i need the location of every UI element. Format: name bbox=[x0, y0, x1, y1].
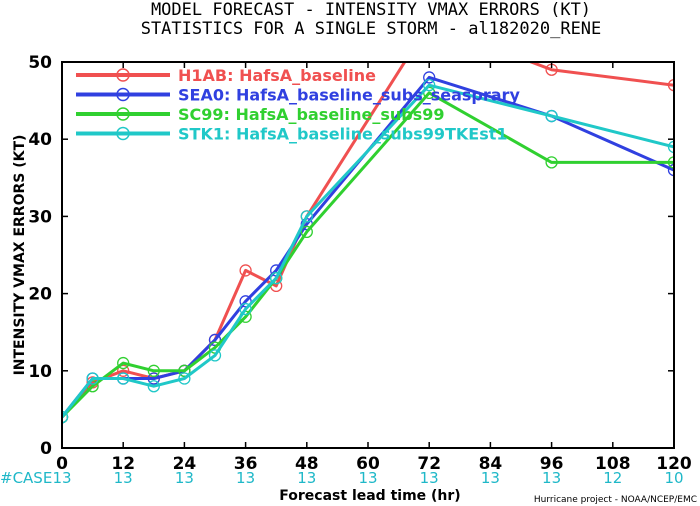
case-count: 13 bbox=[481, 469, 500, 487]
case-count: 13 bbox=[420, 469, 439, 487]
data-point bbox=[147, 372, 160, 385]
legend-swatch-marker bbox=[116, 126, 130, 141]
chart-subtitle: STATISTICS FOR A SINGLE STORM - al182020… bbox=[141, 19, 602, 39]
y-tick-label: 50 bbox=[28, 53, 52, 73]
credit-text: Hurricane project - NOAA/NCEP/EMC bbox=[534, 495, 697, 505]
data-point bbox=[423, 79, 436, 92]
x-tick-label: 60 bbox=[356, 454, 380, 474]
x-tick-label: 108 bbox=[595, 454, 631, 474]
legend-swatch-marker bbox=[116, 68, 130, 82]
x-tick-label: 24 bbox=[173, 454, 197, 474]
x-tick-label: 120 bbox=[656, 454, 692, 474]
data-point bbox=[545, 109, 558, 123]
data-point bbox=[117, 356, 130, 370]
case-count: 13 bbox=[236, 469, 255, 487]
case-count: 13 bbox=[175, 469, 194, 487]
legend-swatch-marker bbox=[116, 107, 130, 121]
data-point bbox=[208, 349, 222, 362]
legend-swatch-marker bbox=[116, 87, 130, 102]
data-point bbox=[147, 380, 160, 393]
case-count: 13 bbox=[542, 469, 561, 487]
data-point bbox=[239, 295, 252, 308]
legend-label: SEA0: HafsA_baseline_subs_seasprary bbox=[178, 86, 520, 105]
case-count: 13 bbox=[358, 469, 377, 487]
data-point bbox=[545, 156, 558, 169]
data-point bbox=[667, 156, 674, 169]
case-count: 12 bbox=[603, 469, 622, 487]
y-tick-label: 30 bbox=[28, 207, 52, 227]
x-tick-label: 0 bbox=[56, 454, 68, 474]
y-tick-label: 20 bbox=[28, 285, 52, 305]
case-count: 13 bbox=[52, 469, 71, 487]
legend-label: H1AB: HafsA_baseline bbox=[178, 66, 376, 85]
x-tick-label: 72 bbox=[417, 454, 441, 474]
legend-label: SC99: HafsA_baseline_subs99 bbox=[178, 105, 445, 124]
x-tick-label: 48 bbox=[295, 454, 319, 474]
data-point bbox=[62, 410, 69, 424]
y-tick-label: 10 bbox=[28, 362, 52, 382]
y-tick-label: 40 bbox=[28, 130, 52, 150]
x-axis-label: Forecast lead time (hr) bbox=[279, 488, 460, 504]
case-label: #CASE bbox=[0, 469, 52, 487]
case-count: 10 bbox=[664, 469, 683, 487]
data-point bbox=[423, 71, 436, 84]
case-counts: 13 13 13 13 13 13 13 13 13 12 10 bbox=[52, 469, 683, 487]
data-point bbox=[117, 364, 130, 377]
data-point bbox=[667, 140, 674, 154]
x-axis: 0 12 24 36 48 60 72 84 96 108 120 bbox=[56, 62, 692, 474]
x-tick-label: 96 bbox=[540, 454, 564, 474]
data-point bbox=[86, 372, 99, 385]
data-point bbox=[117, 372, 130, 385]
data-point bbox=[147, 364, 160, 377]
y-tick-label: 0 bbox=[40, 439, 52, 459]
data-point bbox=[178, 372, 191, 385]
data-point bbox=[178, 364, 191, 377]
data-point bbox=[208, 333, 222, 347]
chart-title: MODEL FORECAST - INTENSITY VMAX ERRORS (… bbox=[151, 0, 591, 20]
data-point bbox=[667, 79, 674, 92]
data-point bbox=[270, 272, 283, 285]
data-point bbox=[239, 302, 252, 316]
data-point bbox=[239, 264, 252, 277]
y-axis: 0 10 20 30 40 50 bbox=[28, 53, 674, 459]
case-count: 13 bbox=[114, 469, 133, 487]
data-point bbox=[667, 163, 674, 177]
x-tick-label: 12 bbox=[111, 454, 135, 474]
data-point bbox=[300, 210, 313, 223]
y-axis-label: INTENSITY VMAX ERRORS (KT) bbox=[12, 135, 28, 376]
legend-label: STK1: HafsA_baseline_subs99TKEst1 bbox=[178, 125, 508, 144]
x-tick-label: 36 bbox=[234, 454, 258, 474]
case-count: 13 bbox=[297, 469, 316, 487]
data-point bbox=[300, 225, 313, 238]
x-tick-label: 84 bbox=[479, 454, 503, 474]
